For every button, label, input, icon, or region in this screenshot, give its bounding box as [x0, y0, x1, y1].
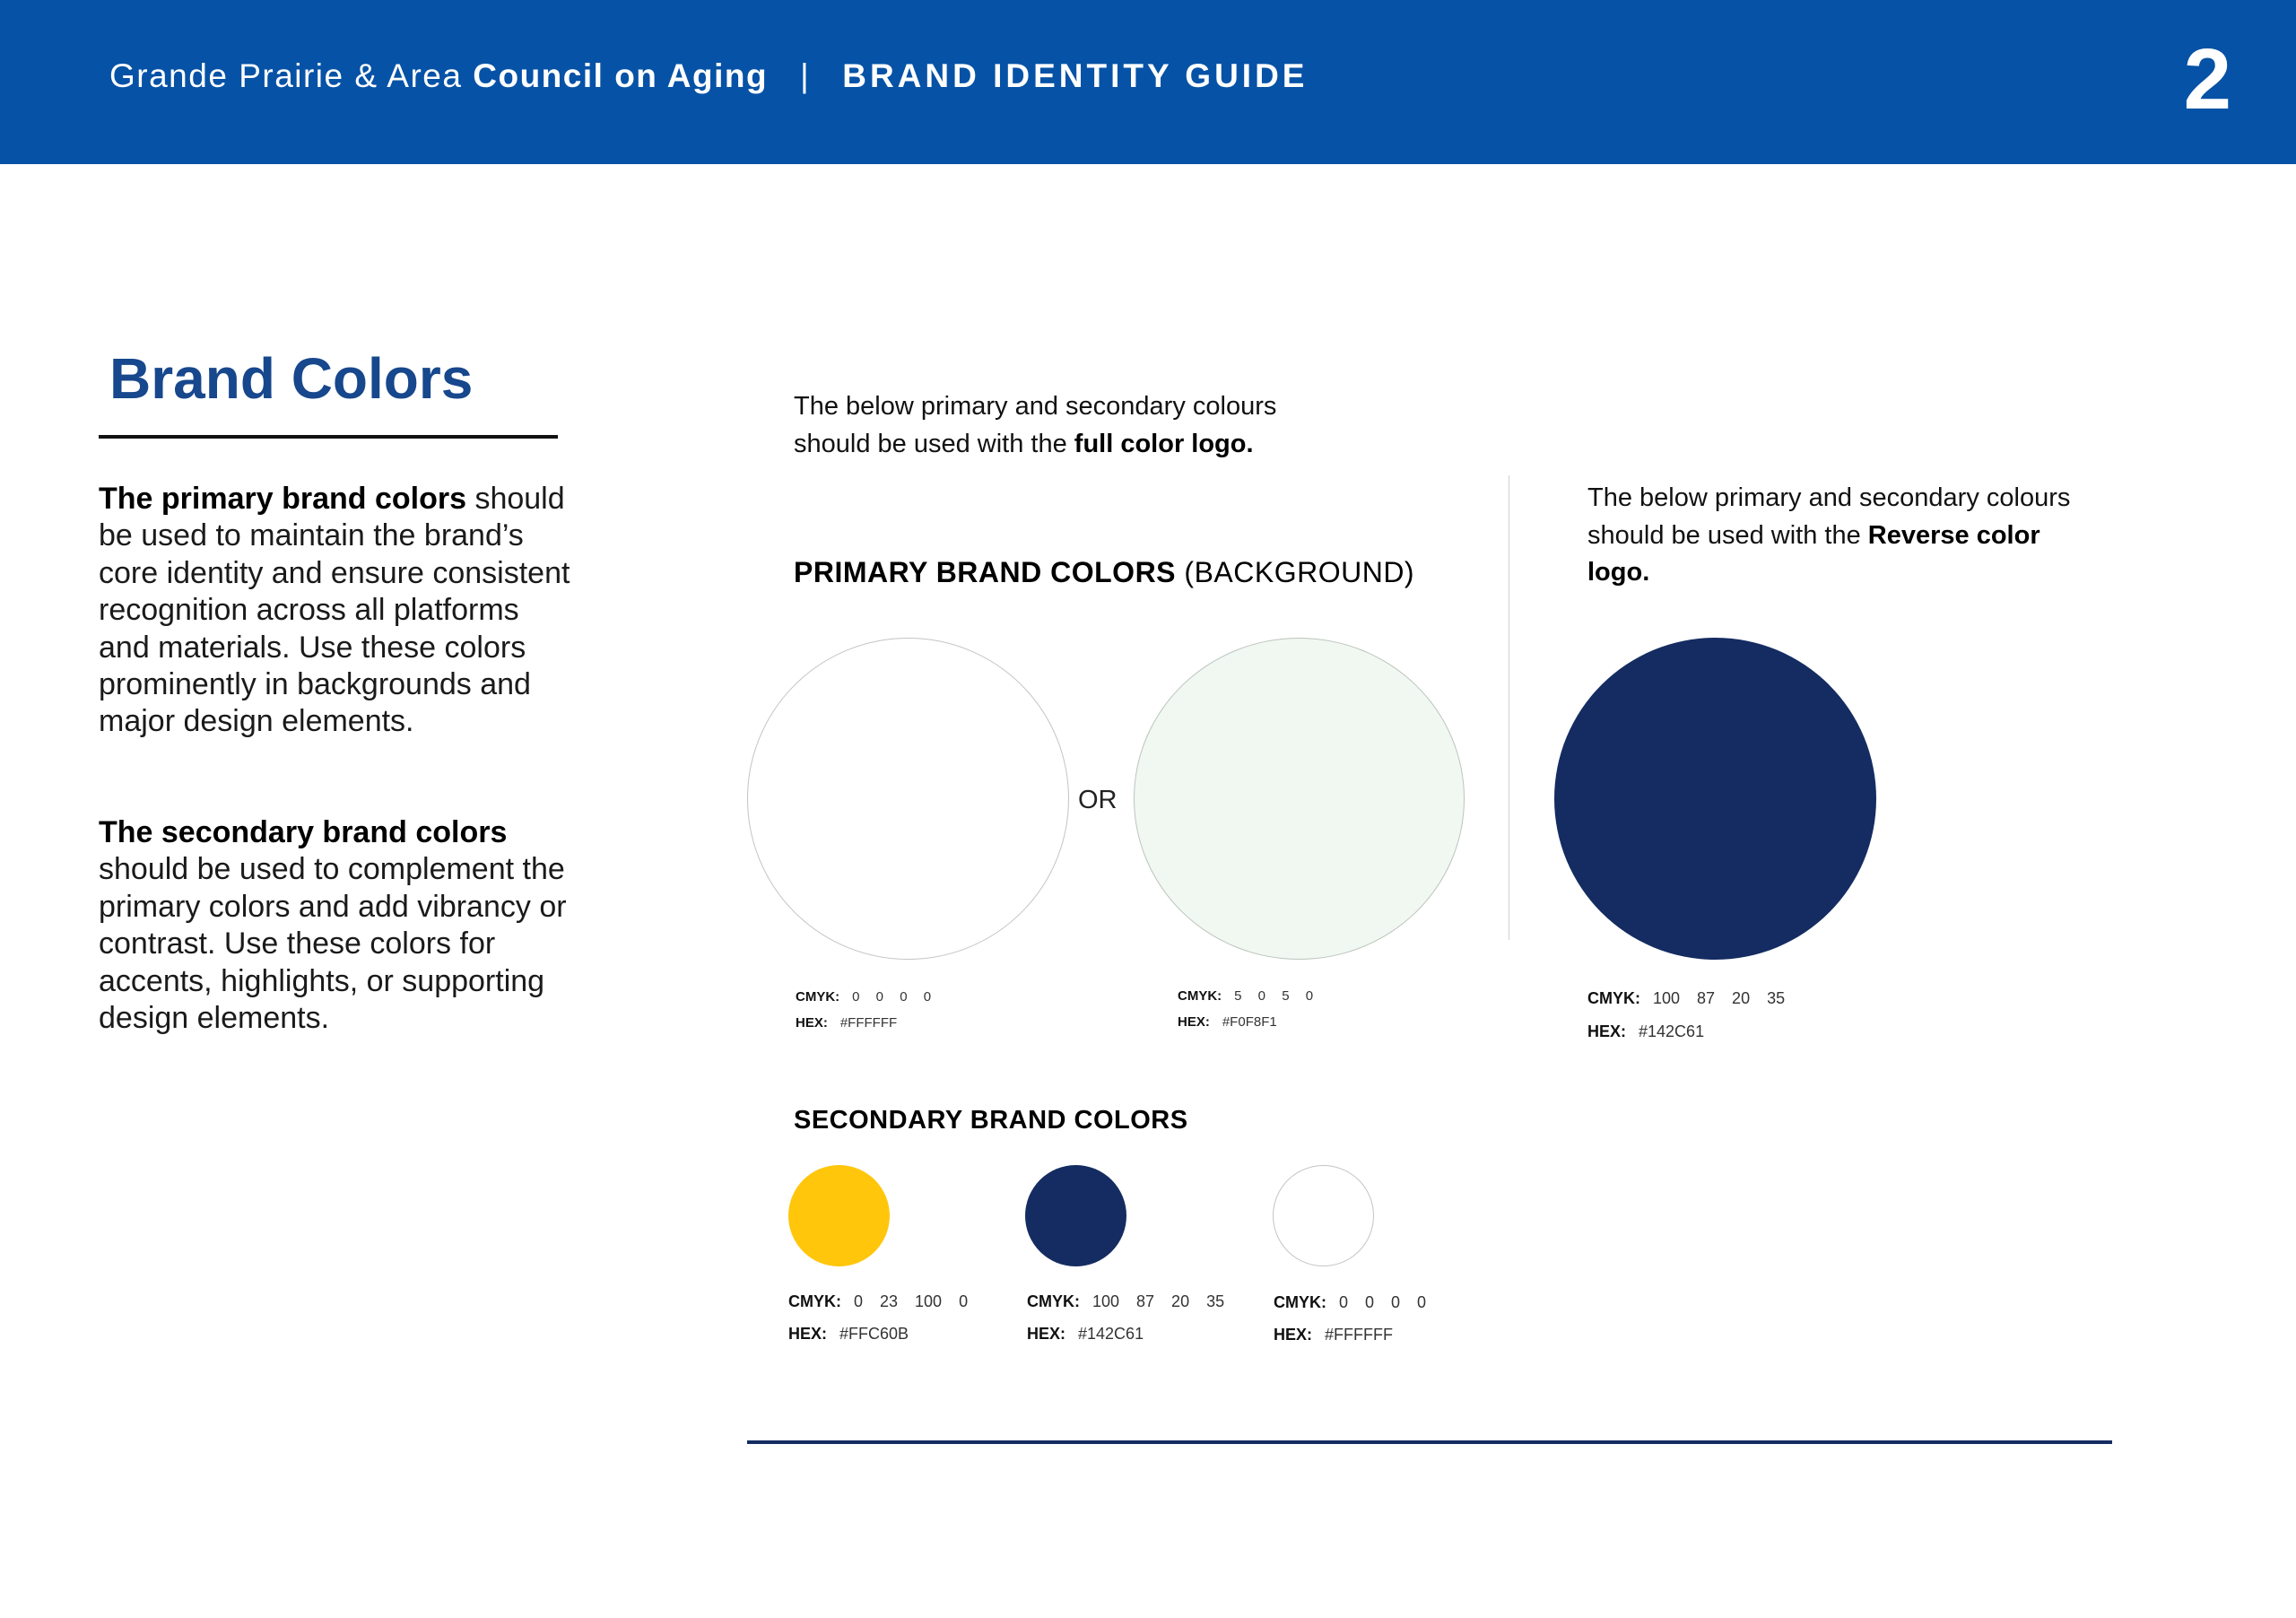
- primary-colors-heading: PRIMARY BRAND COLORS (BACKGROUND): [794, 556, 1414, 589]
- reverse-navy-hex: HEX: #142C61: [1587, 1022, 1705, 1040]
- reverse-intro-text: The below primary and secondary colours …: [1587, 483, 2071, 550]
- primary-description-lead: The primary brand colors: [99, 482, 466, 516]
- header-title: Grande Prairie & Area Council on Aging | B…: [109, 57, 1308, 95]
- primary-swatch-mint: [1134, 638, 1465, 960]
- secondary-navy-hex: HEX: #142C61: [1027, 1325, 1144, 1343]
- title-underline: [99, 435, 558, 439]
- reverse-swatch-navy: [1554, 638, 1876, 960]
- secondary-description-body: should be used to complement the primary…: [99, 852, 567, 1036]
- reverse-intro-bold: Reverse color logo.: [1587, 520, 2040, 587]
- secondary-navy-cmyk: CMYK: 100 87 20 35: [1027, 1292, 1225, 1310]
- primary-mint-hex: HEX: #F0F8F1: [1178, 1014, 1277, 1030]
- header-bar: Grande Prairie & Area Council on Aging | B…: [0, 0, 2296, 164]
- primary-white-hex: HEX: #FFFFFF: [796, 1015, 898, 1031]
- full-color-intro-text: The below primary and secondary colours …: [794, 392, 1277, 458]
- primary-description-body: should be used to maintain the brand’s c…: [99, 482, 570, 739]
- reverse-intro: The below primary and secondary colours …: [1587, 480, 2090, 592]
- secondary-description: The secondary brand colors should be use…: [99, 814, 574, 1037]
- secondary-colors-heading: SECONDARY BRAND COLORS: [794, 1106, 1188, 1135]
- primary-description: The primary brand colors should be used …: [99, 481, 574, 741]
- full-color-intro-bold: full color logo.: [1074, 429, 1254, 458]
- org-name-bold: Council on Aging: [473, 57, 769, 94]
- full-color-intro: The below primary and secondary colours …: [794, 388, 1296, 463]
- primary-heading-light: (BACKGROUND): [1176, 556, 1415, 588]
- secondary-swatch-navy: [1025, 1165, 1126, 1266]
- secondary-swatch-white: [1273, 1165, 1374, 1266]
- secondary-yellow-cmyk: CMYK: 0 23 100 0: [788, 1292, 969, 1310]
- primary-mint-cmyk: CMYK: 5 0 5 0: [1178, 988, 1314, 1004]
- org-name-light: Grande Prairie & Area: [109, 57, 474, 94]
- secondary-swatch-yellow: [788, 1165, 890, 1266]
- or-label: OR: [1078, 786, 1118, 814]
- header-separator: |: [800, 57, 811, 94]
- primary-heading-bold: PRIMARY BRAND COLORS: [794, 556, 1177, 588]
- guide-title: BRAND IDENTITY GUIDE: [842, 57, 1309, 94]
- secondary-description-lead: The secondary brand colors: [99, 815, 508, 849]
- primary-swatch-white: [747, 638, 1069, 960]
- page-number: 2: [2183, 31, 2231, 127]
- secondary-white-hex: HEX: #FFFFFF: [1274, 1326, 1393, 1344]
- bottom-rule: [747, 1440, 2112, 1444]
- reverse-navy-cmyk: CMYK: 100 87 20 35: [1587, 989, 1786, 1007]
- secondary-white-cmyk: CMYK: 0 0 0 0: [1274, 1293, 1427, 1311]
- primary-white-cmyk: CMYK: 0 0 0 0: [796, 989, 932, 1005]
- secondary-yellow-hex: HEX: #FFC60B: [788, 1325, 909, 1343]
- page-title: Brand Colors: [109, 346, 474, 411]
